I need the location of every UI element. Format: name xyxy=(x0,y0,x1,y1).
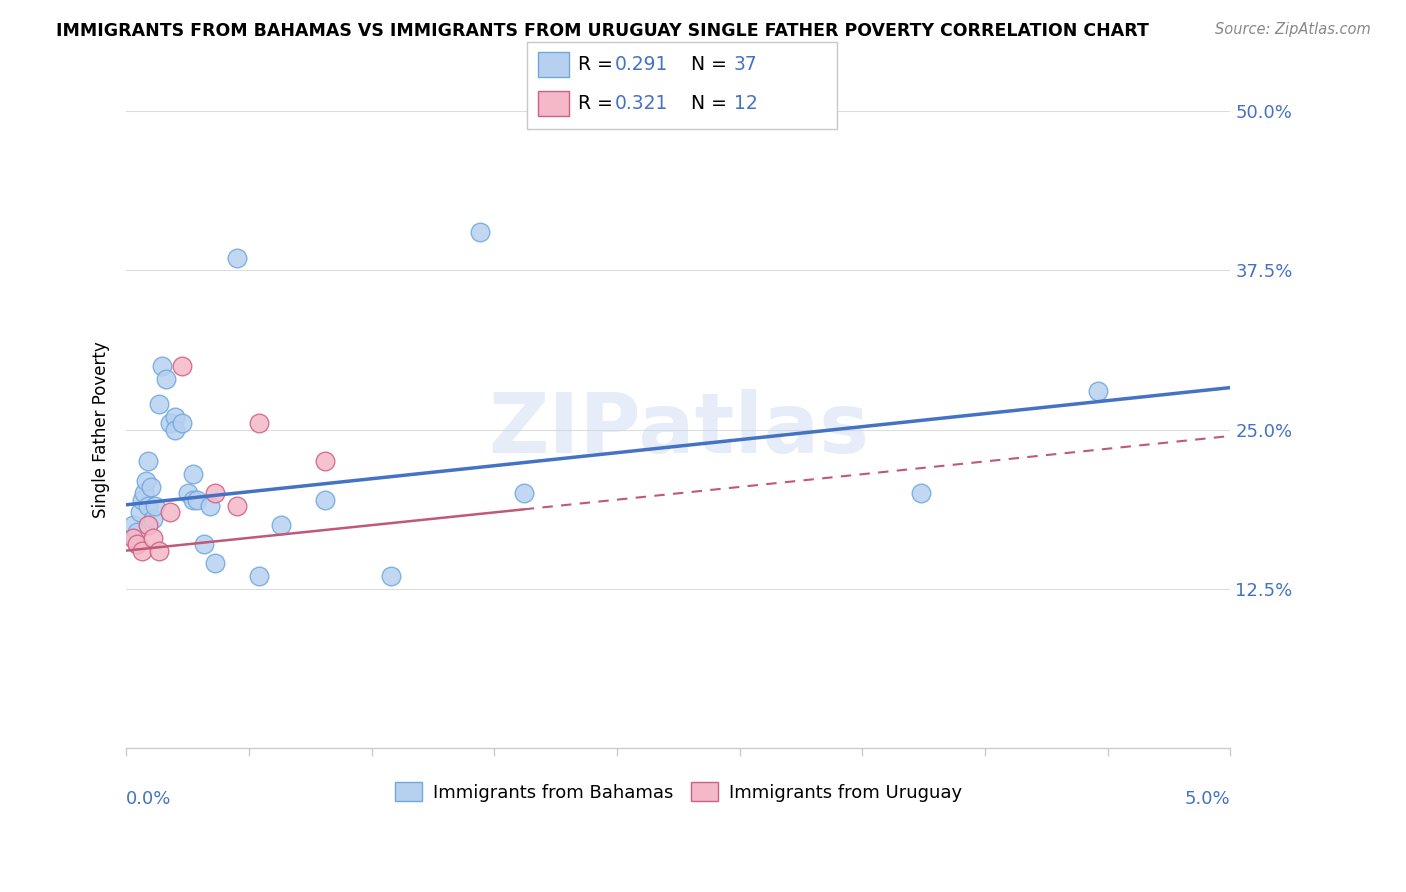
Point xyxy=(163,423,186,437)
Point xyxy=(204,486,226,500)
Point xyxy=(181,467,204,482)
Point xyxy=(150,359,173,373)
Point xyxy=(127,537,149,551)
Point xyxy=(127,537,149,551)
Y-axis label: Single Father Poverty: Single Father Poverty xyxy=(93,342,110,518)
Point xyxy=(135,474,157,488)
Text: 12: 12 xyxy=(734,94,758,112)
Text: 37: 37 xyxy=(734,55,758,74)
Point xyxy=(138,518,160,533)
Point xyxy=(247,569,270,583)
Point xyxy=(204,557,226,571)
Point xyxy=(193,537,215,551)
Point xyxy=(131,543,153,558)
Point xyxy=(155,372,177,386)
Text: 0.291: 0.291 xyxy=(614,55,668,74)
Point xyxy=(186,492,208,507)
Text: ZIPatlas: ZIPatlas xyxy=(488,389,869,470)
Text: IMMIGRANTS FROM BAHAMAS VS IMMIGRANTS FROM URUGUAY SINGLE FATHER POVERTY CORRELA: IMMIGRANTS FROM BAHAMAS VS IMMIGRANTS FR… xyxy=(56,22,1149,40)
Text: N =: N = xyxy=(679,55,733,74)
Point xyxy=(513,486,536,500)
Point xyxy=(170,416,193,430)
Text: 5.0%: 5.0% xyxy=(1185,789,1230,807)
Text: 0.0%: 0.0% xyxy=(127,789,172,807)
Text: R =: R = xyxy=(578,55,619,74)
Point xyxy=(1087,384,1109,399)
Point xyxy=(181,492,204,507)
Point xyxy=(142,512,165,526)
Point xyxy=(122,518,145,533)
Point xyxy=(200,499,222,513)
Text: Source: ZipAtlas.com: Source: ZipAtlas.com xyxy=(1215,22,1371,37)
Point xyxy=(127,524,149,539)
Point xyxy=(139,480,162,494)
Text: 0.321: 0.321 xyxy=(614,94,668,112)
Point xyxy=(270,518,292,533)
Point xyxy=(247,416,270,430)
Legend: Immigrants from Bahamas, Immigrants from Uruguay: Immigrants from Bahamas, Immigrants from… xyxy=(388,775,969,809)
Point xyxy=(124,531,146,545)
Point xyxy=(122,531,145,545)
Point xyxy=(910,486,932,500)
Point xyxy=(170,359,193,373)
Point xyxy=(132,486,155,500)
Point xyxy=(148,543,170,558)
Point xyxy=(128,505,150,519)
Point xyxy=(138,499,160,513)
Point xyxy=(142,531,165,545)
Point xyxy=(689,104,711,119)
Point xyxy=(225,251,247,265)
Point xyxy=(177,486,200,500)
Point xyxy=(138,454,160,468)
Point xyxy=(314,454,336,468)
Point xyxy=(468,225,491,239)
Point xyxy=(159,416,181,430)
Point xyxy=(148,397,170,411)
Text: N =: N = xyxy=(679,94,733,112)
Text: R =: R = xyxy=(578,94,619,112)
Point xyxy=(225,499,247,513)
Point xyxy=(163,409,186,424)
Point xyxy=(131,492,153,507)
Point xyxy=(380,569,402,583)
Point xyxy=(143,499,166,513)
Point xyxy=(159,505,181,519)
Point xyxy=(314,492,336,507)
